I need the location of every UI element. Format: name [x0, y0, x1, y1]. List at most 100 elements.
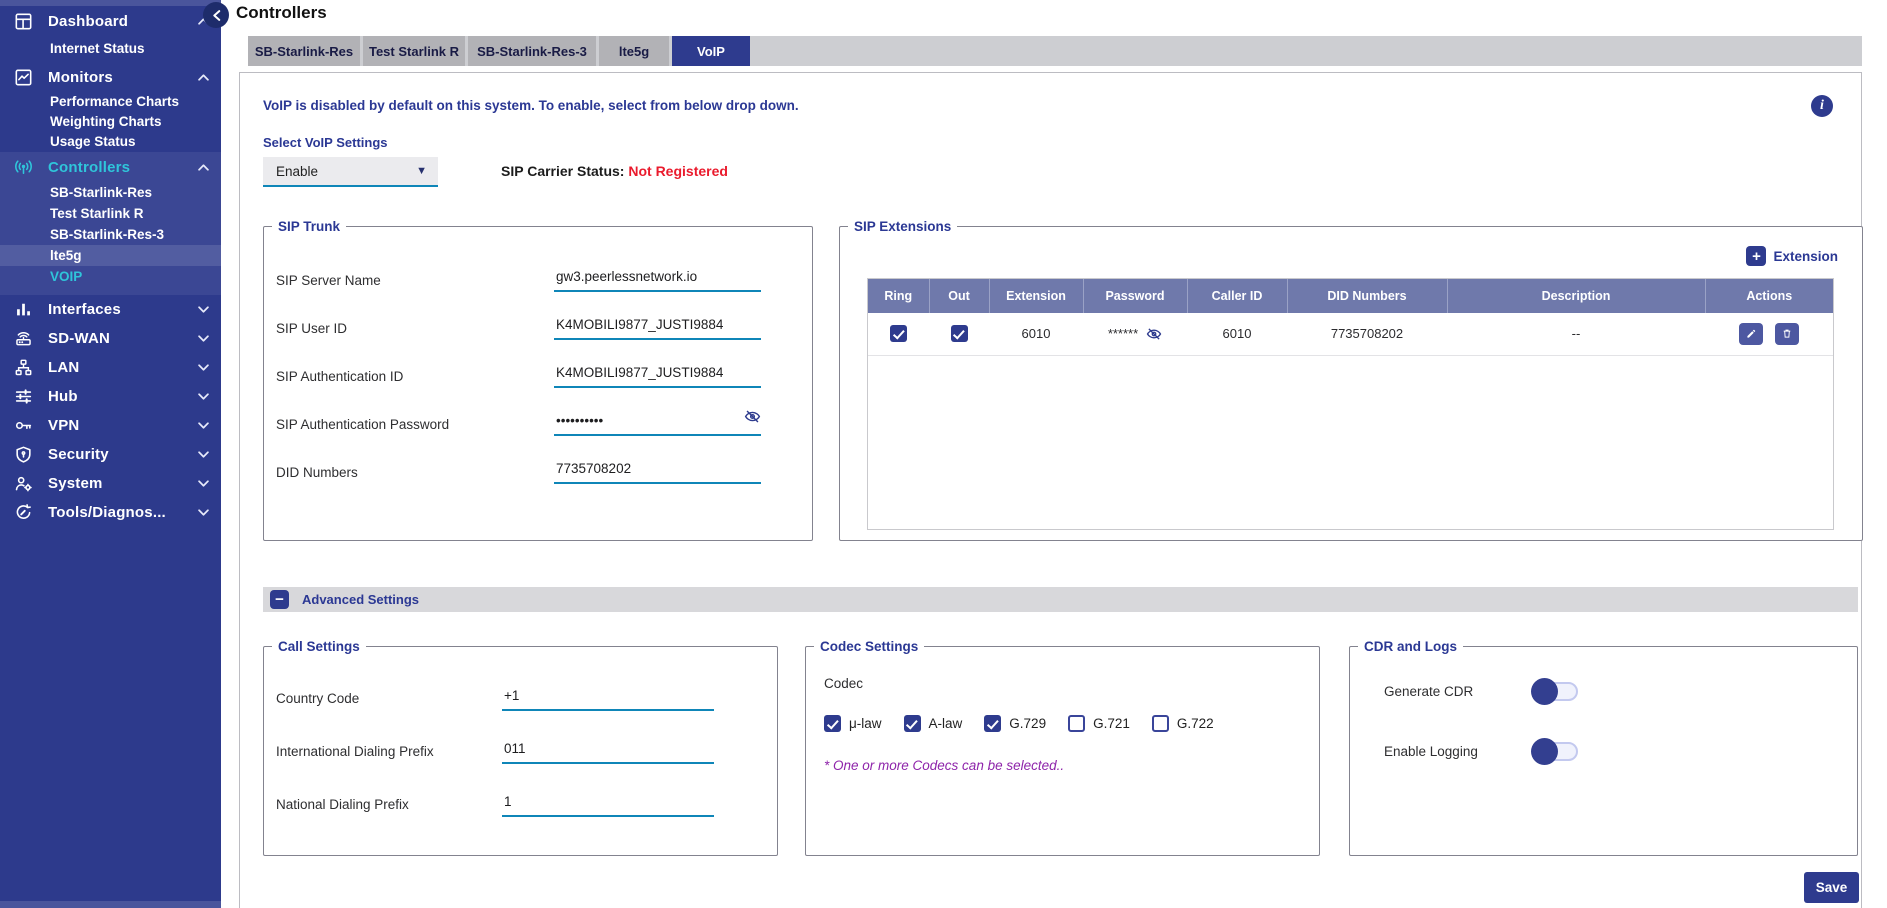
tab-lte5g[interactable]: lte5g [599, 36, 669, 66]
sidebar-item-system[interactable]: System [0, 469, 221, 498]
info-icon[interactable]: i [1811, 95, 1833, 117]
sidebar-item-label: VPN [48, 417, 80, 434]
codec-option: G.722 [1151, 715, 1214, 732]
column-header: Description [1447, 279, 1706, 313]
sidebar-item-sb-starlink-res-3[interactable]: SB-Starlink-Res-3 [50, 227, 165, 242]
field-row: SIP Server Name [264, 256, 812, 304]
sidebar-item-label: Monitors [48, 68, 113, 86]
voip-settings-dropdown[interactable]: Enable ▼ [263, 157, 438, 187]
sidebar-item-performance-charts[interactable]: Performance Charts [50, 94, 180, 109]
ulaw-checkbox[interactable] [824, 715, 841, 732]
chevron-down-icon [198, 306, 209, 313]
add-extension-label: Extension [1773, 248, 1838, 264]
g721-checkbox[interactable] [1068, 715, 1086, 732]
save-button[interactable]: Save [1804, 872, 1859, 903]
sidebar-item-monitors[interactable]: Monitors [0, 62, 221, 92]
sidebar-item-usage-status[interactable]: Usage Status [50, 134, 136, 149]
monitors-icon [14, 68, 33, 87]
sidebar-item-vpn[interactable]: VPN [0, 411, 221, 440]
chevron-down-icon [198, 509, 209, 516]
sidebar-item-internet-status[interactable]: Internet Status [50, 41, 145, 56]
sidebar-item-tools-diagnostics[interactable]: Tools/Diagnos... [0, 498, 221, 527]
eye-off-icon[interactable] [1146, 326, 1162, 342]
edit-extension-button[interactable] [1739, 322, 1764, 345]
sip-extensions-fieldset: SIP Extensions + Extension Ring [839, 219, 1863, 541]
generate-cdr-toggle[interactable] [1531, 678, 1578, 705]
sidebar-item-hub[interactable]: Hub [0, 382, 221, 411]
chevron-left-icon [212, 10, 221, 21]
password-cell: ****** [1083, 313, 1187, 356]
codec-option-label: G.721 [1093, 716, 1130, 731]
alaw-checkbox[interactable] [903, 715, 921, 732]
delete-extension-button[interactable] [1774, 322, 1799, 345]
did-numbers-input[interactable] [554, 461, 761, 484]
sip-user-id-input[interactable] [554, 317, 761, 340]
tab-voip[interactable]: VoIP [672, 36, 750, 66]
voip-disabled-message: VoIP is disabled by default on this syst… [263, 98, 799, 113]
g729-checkbox[interactable] [984, 715, 1002, 732]
sidebar-item-label: LAN [48, 359, 80, 376]
chevron-down-icon [198, 393, 209, 400]
add-extension-button[interactable]: + Extension [1746, 244, 1838, 268]
enable-logging-toggle[interactable] [1531, 738, 1578, 765]
sip-auth-id-input[interactable] [554, 365, 761, 388]
sip-trunk-rows: SIP Server Name SIP User ID SIP Authenti… [264, 256, 812, 496]
sidebar-item-controllers[interactable]: Controllers [0, 152, 221, 182]
sip-carrier-status: SIP Carrier Status: Not Registered [501, 163, 728, 179]
bar-chart-icon [14, 300, 33, 319]
codec-note: * One or more Codecs can be selected.. [824, 758, 1065, 773]
sidebar-item-security[interactable]: Security [0, 440, 221, 469]
actions-cell [1705, 313, 1833, 356]
sidebar-item-label: Interfaces [48, 301, 121, 318]
column-header: Ring [868, 279, 930, 313]
sidebar-item-test-starlink-r[interactable]: Test Starlink R [50, 206, 144, 221]
tab-sb-starlink-res-3[interactable]: SB-Starlink-Res-3 [468, 36, 596, 66]
shield-icon [14, 445, 33, 464]
g722-checkbox[interactable] [1151, 715, 1169, 732]
extensions-table: Ring Out Extension Password Caller ID DI… [868, 279, 1833, 356]
out-checkbox[interactable] [950, 325, 968, 343]
codec-settings-legend: Codec Settings [820, 639, 919, 654]
trash-icon [1781, 327, 1793, 340]
plus-icon: + [1746, 246, 1767, 266]
sliders-icon [14, 387, 33, 406]
toggle-knob [1531, 738, 1558, 765]
country-code-input[interactable] [502, 687, 714, 711]
advanced-settings-bar[interactable]: − Advanced Settings [263, 587, 1858, 612]
sidebar-item-weighting-charts[interactable]: Weighting Charts [50, 114, 162, 129]
international-dialing-prefix-input[interactable] [502, 740, 714, 764]
sidebar-item-label: Security [48, 446, 109, 463]
column-header: Password [1083, 279, 1188, 313]
collapse-minus-icon[interactable]: − [270, 590, 289, 609]
select-voip-settings-label: Select VoIP Settings [263, 135, 388, 150]
extension-cell: 6010 [989, 313, 1083, 356]
field-label: SIP User ID [276, 320, 348, 336]
sidebar-item-label: SD-WAN [48, 330, 111, 347]
column-header: Caller ID [1187, 279, 1288, 313]
codec-options: μ-law A-law G.729 G.721 G.722 [824, 715, 1319, 732]
sidebar-item-lan[interactable]: LAN [0, 353, 221, 382]
field-row: Generate CDR [1384, 678, 1857, 705]
sidebar-item-interfaces[interactable]: Interfaces [0, 295, 221, 324]
eye-off-icon[interactable] [744, 408, 761, 425]
sidebar-item-sb-starlink-res[interactable]: SB-Starlink-Res [50, 185, 153, 200]
ring-checkbox[interactable] [890, 325, 907, 343]
sip-auth-password-input[interactable] [554, 413, 761, 436]
sidebar-item-dashboard[interactable]: Dashboard [0, 6, 221, 36]
field-row: National Dialing Prefix [264, 778, 777, 831]
sidebar-item-voip[interactable]: VOIP [50, 269, 83, 284]
codec-option-label: A-law [928, 716, 963, 731]
national-dialing-prefix-input[interactable] [502, 793, 714, 817]
tab-test-starlink-r[interactable]: Test Starlink R [363, 36, 465, 66]
sidebar-item-lte5g[interactable]: lte5g [0, 245, 221, 266]
sidebar-collapse-button[interactable] [203, 2, 229, 28]
voip-settings-dropdown-value: Enable [276, 163, 319, 179]
voip-panel: VoIP is disabled by default on this syst… [239, 72, 1863, 908]
password-masked: ****** [1107, 326, 1139, 342]
sip-server-name-input[interactable] [554, 269, 761, 292]
sidebar-item-sd-wan[interactable]: SD-WAN [0, 324, 221, 353]
field-label: Enable Logging [1384, 744, 1478, 759]
cdr-logs-legend: CDR and Logs [1364, 639, 1457, 654]
tab-sb-starlink-res[interactable]: SB-Starlink-Res [248, 36, 360, 66]
